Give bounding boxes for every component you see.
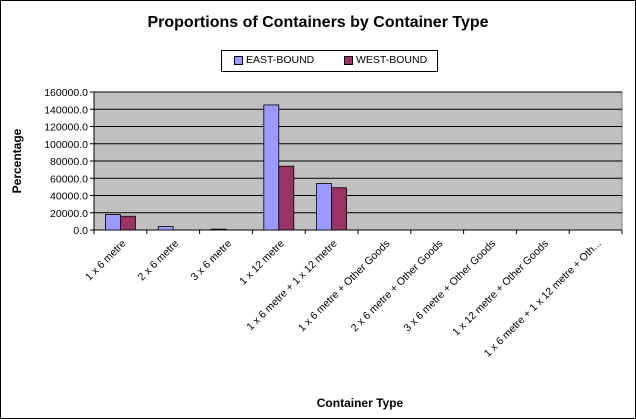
y-tick-label: 20000.0	[50, 208, 88, 220]
chart-title: Proportions of Containers by Container T…	[147, 14, 489, 31]
y-tick-label: 140000.0	[44, 104, 88, 116]
bar-west-bound	[120, 215, 136, 231]
bar-east-bound	[157, 226, 174, 231]
y-tick-label: 80000.0	[50, 156, 88, 168]
bar-east-bound	[105, 214, 121, 231]
x-tick-label: 1 x 6 metre	[83, 238, 129, 284]
legend-label-east: EAST-BOUND	[246, 54, 315, 66]
y-tick-label: 100000.0	[44, 139, 88, 151]
y-tick-label: 60000.0	[50, 173, 88, 185]
bar-west-bound	[278, 165, 295, 231]
y-tick-label: 160000.0	[44, 87, 88, 99]
x-axis-title: Container Type	[317, 396, 404, 410]
x-tick-label: 1 x 6 metre + Other Goods	[296, 238, 393, 335]
y-axis-title: Percentage	[10, 128, 24, 193]
x-tick-label: 3 x 6 metre + Other Goods	[402, 238, 499, 335]
bar-east-bound	[210, 228, 227, 231]
legend-item-west: WEST-BOUND	[344, 54, 427, 66]
legend: EAST-BOUND WEST-BOUND	[221, 50, 438, 72]
bar-west-bound	[331, 187, 348, 231]
y-tick-label: 0.0	[73, 225, 88, 237]
bar-east-bound	[316, 183, 333, 231]
x-tick-label: 1 x 12 metre	[237, 238, 287, 288]
legend-item-east: EAST-BOUND	[234, 54, 314, 66]
y-tick-label: 40000.0	[50, 191, 88, 203]
x-tick-label: 2 x 6 metre	[136, 238, 182, 284]
x-tick-label: 1 x 6 metre + 1 x 12 metre + Oth...	[482, 238, 604, 360]
y-tick-label: 120000.0	[44, 122, 88, 134]
x-tick-label: 3 x 6 metre	[188, 238, 234, 284]
bar-east-bound	[263, 104, 280, 231]
legend-label-west: WEST-BOUND	[356, 54, 428, 66]
legend-swatch-west	[344, 55, 353, 65]
legend-swatch-east	[234, 55, 243, 65]
x-tick-label: 1 x 6 metre + 1 x 12 metre	[244, 238, 339, 333]
x-tick-label: 1 x 12 metre + Other Goods	[450, 238, 551, 339]
x-tick-label: 2 x 6 metre + Other Goods	[349, 238, 446, 335]
